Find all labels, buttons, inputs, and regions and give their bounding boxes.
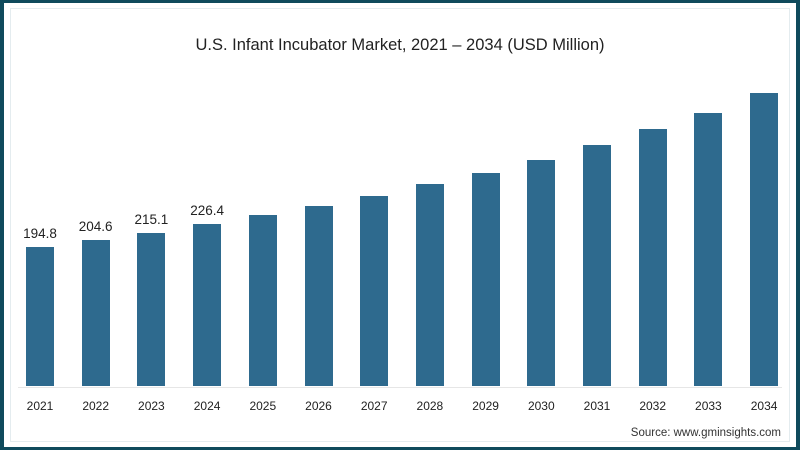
- bar-2031: [583, 144, 611, 386]
- bar-2033: [694, 113, 723, 386]
- chart-title: U.S. Infant Incubator Market, 2021 – 203…: [195, 36, 605, 54]
- bar-2034: [750, 93, 779, 386]
- x-tick-label: 2034: [750, 399, 778, 413]
- bar-2027: [360, 195, 389, 386]
- x-axis-line: [18, 387, 782, 388]
- x-tick-label: 2028: [416, 399, 444, 413]
- bar-2030: [527, 160, 556, 386]
- data-label: 215.1: [134, 211, 169, 227]
- bar-2024: [193, 224, 222, 386]
- x-tick-label: 2031: [583, 399, 611, 413]
- x-tick-label: 2029: [472, 399, 499, 413]
- x-tick-label: 2026: [305, 399, 332, 413]
- x-tick-label: 2023: [138, 399, 165, 413]
- data-label: 194.8: [23, 226, 57, 241]
- x-tick-label: 2030: [527, 399, 555, 413]
- bar-2029: [471, 173, 500, 386]
- bar-2028: [415, 184, 444, 386]
- x-tick-label: 2025: [249, 399, 277, 413]
- bar-2021: [26, 247, 54, 386]
- x-tick-label: 2024: [193, 399, 221, 413]
- x-tick-label: 2032: [639, 399, 667, 413]
- source-note: Source: www.gminsights.com: [630, 427, 781, 439]
- x-tick-label: 2027: [360, 399, 388, 413]
- bar-2032: [638, 128, 667, 386]
- bar-2025: [248, 214, 277, 386]
- x-tick-label: 2033: [695, 399, 722, 413]
- data-label: 204.6: [78, 219, 113, 235]
- x-tick-label: 2022: [82, 399, 110, 413]
- bar-2022: [81, 240, 110, 386]
- inner-border: [10, 8, 790, 442]
- bar-2023: [137, 232, 166, 386]
- x-tick-label: 2021: [26, 399, 54, 413]
- bar-2026: [304, 205, 333, 386]
- data-label: 226.4: [190, 203, 224, 219]
